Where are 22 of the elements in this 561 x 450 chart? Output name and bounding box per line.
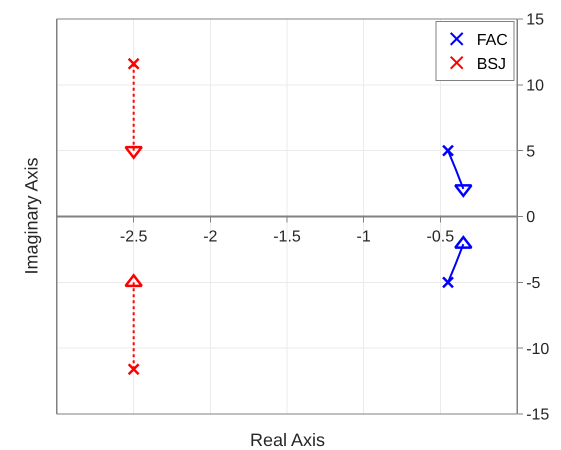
- x-tick-label: -1: [356, 228, 371, 246]
- y-tick-label: 0: [526, 209, 536, 226]
- x-axis-title: Real Axis: [250, 430, 326, 450]
- point: [127, 362, 140, 376]
- legend-label: BSJ: [476, 56, 506, 73]
- y-tick-label: -10: [526, 340, 550, 358]
- point: [124, 146, 143, 159]
- x-tick-label: -2: [203, 228, 218, 246]
- y-tick-label: 10: [526, 77, 544, 94]
- x-tick-label: -1.5: [273, 228, 301, 246]
- y-tick-label: -5: [526, 274, 541, 292]
- y-tick-label: 15: [526, 12, 544, 29]
- x-tick-label: -0.5: [426, 228, 454, 246]
- point: [127, 58, 140, 70]
- y-tick-label: -15: [526, 406, 550, 424]
- point: [442, 276, 454, 289]
- y-tick-label: 5: [526, 143, 536, 160]
- point: [124, 274, 143, 288]
- x-tick-label: -2.5: [120, 228, 148, 246]
- legend-label: FAC: [476, 32, 508, 50]
- point: [442, 144, 454, 157]
- y-axis-title: Imaginary Axis: [22, 157, 42, 274]
